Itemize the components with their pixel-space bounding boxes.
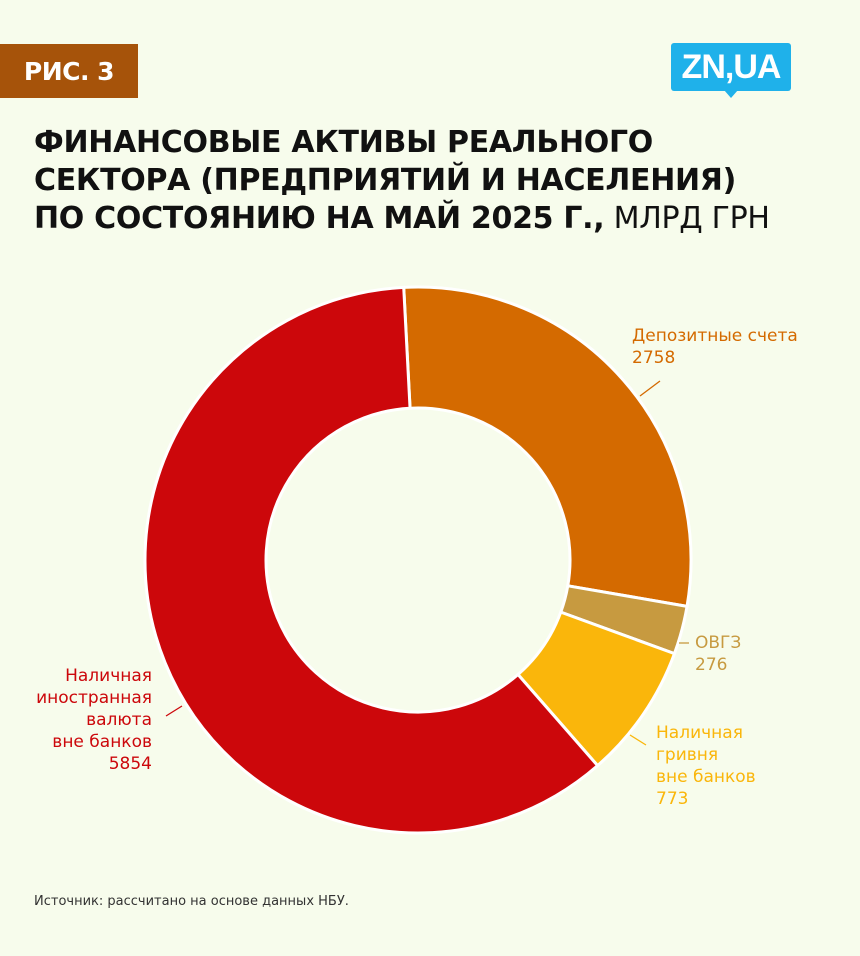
figure-badge: РИС. 3	[0, 44, 138, 98]
leader-line	[165, 705, 183, 717]
slice-label-text: ОВГЗ	[695, 633, 742, 653]
chart-title: ФИНАНСОВЫЕ АКТИВЫ РЕАЛЬНОГО СЕКТОРА (ПРЕ…	[34, 124, 834, 238]
slice-value: 5854	[108, 754, 152, 774]
donut-slice	[143, 285, 600, 835]
donut-slice	[402, 285, 693, 609]
zn-ua-logo: ZN,UA	[671, 43, 791, 98]
slice-label-text: вне банков	[52, 732, 152, 752]
source-note: Источник: рассчитано на основе данных НБ…	[34, 894, 349, 909]
slice-value: 2758	[632, 348, 676, 368]
slice-label: Наличная гривня вне банков 773	[656, 722, 756, 810]
slice-label-text: Наличная	[65, 666, 152, 686]
slice-label: Наличная иностранная валюта вне банков 5854	[36, 665, 152, 775]
title-line: СЕКТОРА (ПРЕДПРИЯТИЙ И НАСЕЛЕНИЯ)	[34, 163, 737, 198]
slice-label-text: Депозитные счета	[632, 326, 798, 346]
slice-label-text: гривня	[656, 745, 719, 765]
slice-value: 773	[656, 789, 689, 809]
slice-label-text: вне банков	[656, 767, 756, 787]
leader-line	[629, 734, 647, 746]
slice-label-text: иностранная	[36, 688, 152, 708]
title-line: ПО СОСТОЯНИЮ НА МАЙ 2025 Г., МЛРД ГРН	[34, 200, 834, 238]
title-line: ФИНАНСОВЫЕ АКТИВЫ РЕАЛЬНОГО	[34, 125, 654, 160]
slice-label-text: Наличная	[656, 723, 743, 743]
leader-line	[639, 380, 661, 397]
slice-value: 276	[695, 655, 728, 675]
slice-label: Депозитные счета 2758	[632, 325, 798, 369]
title-line-text: ПО СОСТОЯНИЮ НА МАЙ 2025 Г.,	[34, 201, 605, 236]
title-unit: МЛРД ГРН	[604, 201, 770, 236]
slice-label-text: валюта	[86, 710, 152, 730]
slice-label: ОВГЗ 276	[695, 632, 741, 676]
